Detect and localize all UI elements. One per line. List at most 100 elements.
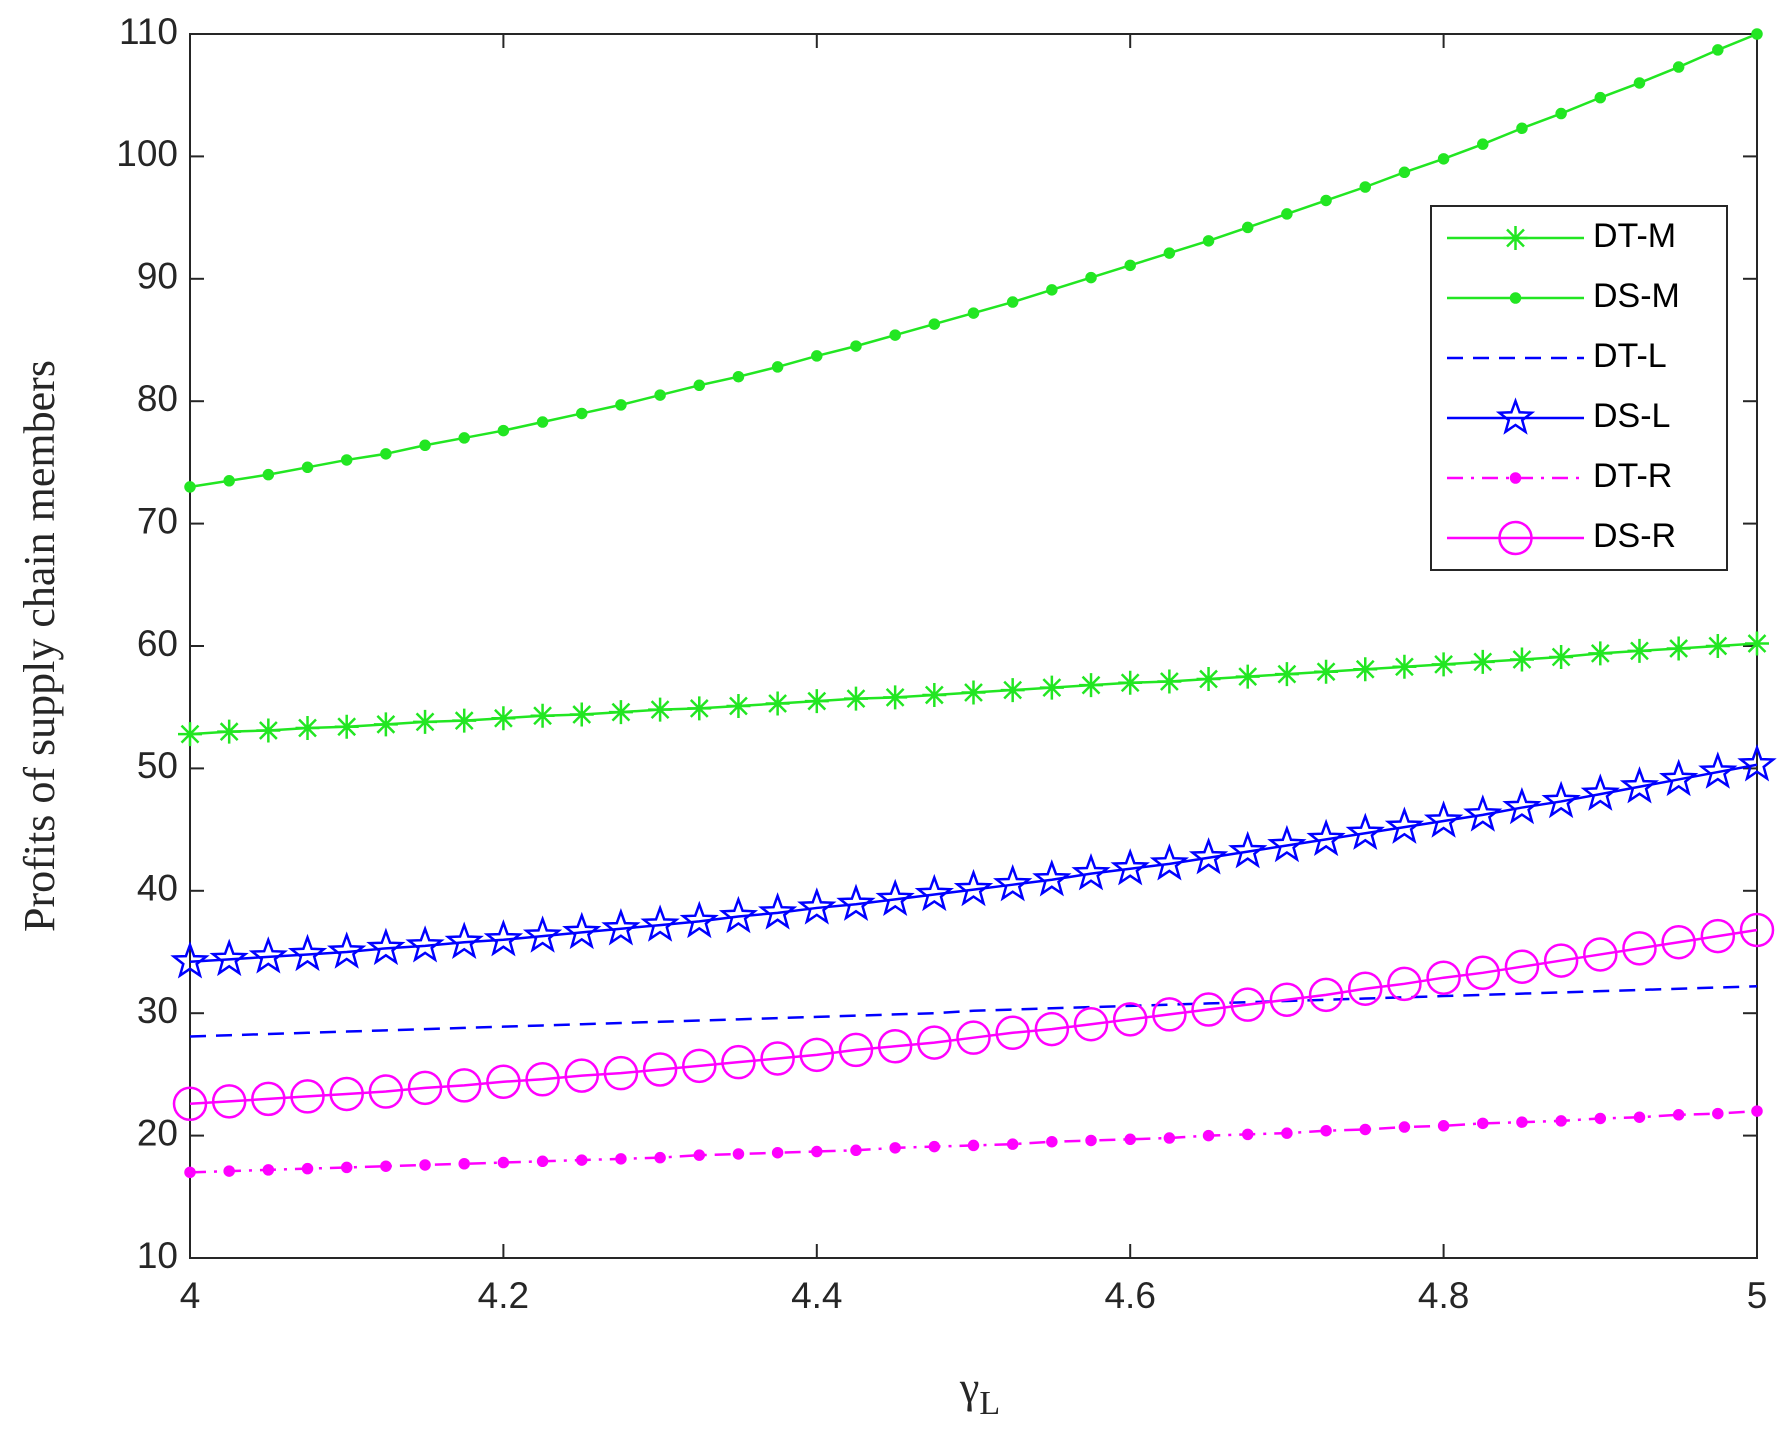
marker (838, 1032, 874, 1068)
marker (1666, 636, 1691, 661)
marker (1555, 107, 1567, 120)
marker (483, 919, 524, 957)
marker (1633, 1111, 1646, 1123)
y-tick-label: 50 (137, 745, 178, 786)
marker (693, 379, 706, 392)
marker (576, 1154, 588, 1166)
marker (334, 714, 359, 739)
marker (843, 686, 868, 711)
marker (1477, 1117, 1489, 1130)
marker (1705, 634, 1730, 658)
marker (642, 1052, 678, 1087)
marker (889, 329, 901, 341)
marker (380, 448, 392, 460)
marker (170, 941, 210, 979)
marker (1359, 181, 1371, 193)
marker (928, 1140, 941, 1153)
x-tick-label: 4 (180, 1275, 201, 1316)
marker (1659, 758, 1699, 797)
x-tick-label: 4.4 (791, 1275, 842, 1316)
y-tick-label: 30 (137, 990, 178, 1031)
marker (1588, 641, 1613, 666)
marker (340, 454, 353, 466)
marker (1633, 77, 1646, 89)
legend-label: DS-M (1593, 277, 1680, 315)
marker (1426, 960, 1461, 995)
x-tick-label: 4.2 (478, 1275, 529, 1316)
y-tick-label: 100 (116, 133, 178, 174)
marker (1112, 1002, 1148, 1037)
marker (1071, 853, 1111, 891)
marker (765, 691, 790, 716)
marker (295, 716, 320, 741)
marker (576, 407, 588, 420)
marker (1622, 931, 1657, 966)
marker (1000, 678, 1025, 703)
marker (497, 1156, 510, 1169)
marker (1320, 1124, 1332, 1137)
marker (1384, 806, 1425, 844)
marker (1580, 773, 1620, 811)
marker (1188, 837, 1229, 875)
marker (804, 689, 829, 714)
marker (419, 1159, 431, 1171)
marker (883, 685, 908, 710)
marker (446, 1068, 482, 1103)
marker (329, 1076, 364, 1112)
marker (1541, 780, 1581, 819)
marker (1516, 1116, 1528, 1128)
legend-label: DT-L (1593, 337, 1667, 375)
y-axis-label: Profits of supply chain members (15, 360, 64, 932)
marker (799, 1037, 835, 1073)
marker (1503, 226, 1528, 250)
marker (1672, 61, 1685, 73)
marker (1348, 971, 1383, 1006)
marker (413, 709, 438, 734)
marker (1241, 1128, 1254, 1141)
y-tick-label: 60 (137, 623, 178, 664)
marker (569, 702, 594, 727)
marker (603, 1055, 639, 1091)
marker (1110, 848, 1150, 886)
marker (1583, 937, 1618, 972)
marker (380, 1160, 392, 1172)
marker (1661, 924, 1696, 960)
marker (407, 1070, 443, 1106)
marker (1353, 657, 1378, 682)
marker (1191, 992, 1226, 1027)
marker (536, 416, 549, 428)
marker (917, 1025, 952, 1060)
marker (1032, 859, 1072, 897)
marker (1228, 830, 1268, 869)
x-tick-label: 4.6 (1104, 1275, 1155, 1316)
marker (1498, 520, 1533, 556)
marker (1006, 296, 1019, 308)
marker (1274, 662, 1299, 687)
marker (1085, 1134, 1097, 1147)
marker (760, 1041, 795, 1076)
marker (682, 1048, 717, 1084)
marker (1306, 818, 1346, 857)
marker (536, 1155, 549, 1168)
marker (693, 1149, 706, 1161)
marker (1437, 1120, 1450, 1132)
marker (1046, 284, 1058, 296)
marker (1423, 800, 1464, 838)
marker (1308, 977, 1344, 1013)
x-axis-label: γL (959, 1363, 1000, 1422)
marker (1509, 647, 1534, 672)
series-line (189, 985, 1758, 1038)
marker (1437, 153, 1450, 165)
marker (1495, 397, 1536, 435)
marker (327, 931, 367, 969)
marker (914, 873, 954, 912)
marker (1398, 166, 1411, 179)
marker (1594, 1112, 1607, 1125)
marker (797, 887, 837, 925)
marker (1543, 943, 1579, 978)
marker (491, 706, 516, 731)
marker (687, 696, 712, 721)
marker (1751, 28, 1763, 40)
marker (640, 904, 680, 942)
